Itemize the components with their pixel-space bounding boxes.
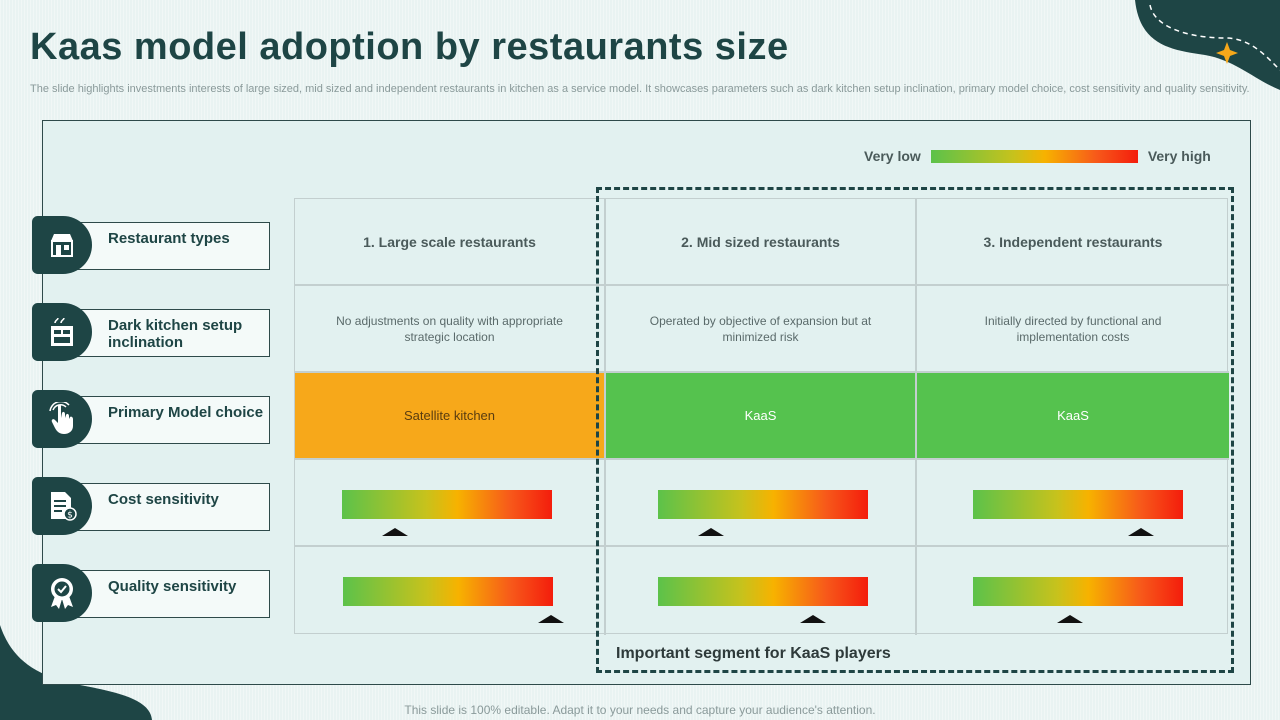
- row-label-text: Cost sensitivity: [108, 491, 219, 508]
- color-legend: Very low Very high: [864, 147, 1211, 165]
- row-label-text: Dark kitchen setup inclination: [108, 317, 243, 351]
- legend-gradient-bar: [930, 149, 1138, 163]
- legend-high-label: Very high: [1147, 148, 1211, 164]
- corner-decoration: [1135, 0, 1280, 90]
- kitchen-icon: [51, 317, 73, 346]
- row-label-quality-sensitivity: Quality sensitivity: [32, 564, 270, 626]
- cost-cell: [295, 460, 606, 547]
- row-label-text: Quality sensitivity: [108, 578, 237, 595]
- row-label-restaurant-types: Restaurant types: [32, 216, 270, 278]
- corner-decoration-bottom: [0, 625, 152, 720]
- svg-text:$: $: [67, 511, 73, 521]
- cost-level-marker: [381, 528, 408, 536]
- row-label-cost-sensitivity: $ Cost sensitivity: [32, 477, 270, 539]
- cost-level-marker: [1128, 528, 1154, 536]
- quality-level-marker: [537, 615, 564, 623]
- hand-touch-icon: [49, 402, 73, 434]
- quality-level-marker: [1056, 615, 1083, 623]
- model-cell: KaaS: [606, 373, 917, 460]
- column-header-mid: 2. Mid sized restaurants: [606, 199, 917, 286]
- legend-low-label: Very low: [864, 148, 921, 164]
- highlight-segment-label: Important segment for KaaS players: [616, 645, 891, 662]
- cost-gradient-bar: [342, 490, 552, 519]
- description-cell: Operated by objective of expansion but a…: [606, 286, 917, 373]
- cost-gradient-bar: [658, 490, 868, 519]
- cost-level-marker: [697, 528, 724, 536]
- quality-gradient-bar: [658, 577, 868, 606]
- quality-gradient-bar: [973, 577, 1183, 606]
- page-title: Kaas model adoption by restaurants size: [30, 26, 789, 68]
- quality-cell: [295, 547, 606, 635]
- sparkle-icon: [1216, 42, 1238, 64]
- quality-cell: [917, 547, 1229, 635]
- description-cell: Initially directed by functional and imp…: [917, 286, 1229, 373]
- storefront-icon: [51, 234, 73, 257]
- footer-note: This slide is 100% editable. Adapt it to…: [404, 703, 876, 717]
- row-label-text: Primary Model choice: [108, 404, 264, 421]
- row-label-primary-model: Primary Model choice: [32, 390, 270, 452]
- column-header-independent: 3. Independent restaurants: [917, 199, 1229, 286]
- row-label-text: Restaurant types: [108, 230, 230, 247]
- cost-cell: [917, 460, 1229, 547]
- quality-gradient-bar: [343, 577, 553, 606]
- cost-cell: [606, 460, 917, 547]
- description-cell: No adjustments on quality with appropria…: [295, 286, 606, 373]
- invoice-dollar-icon: $: [51, 492, 77, 521]
- model-cell: Satellite kitchen: [295, 373, 606, 460]
- cost-gradient-bar: [973, 490, 1183, 519]
- quality-cell: [606, 547, 917, 635]
- row-label-dark-kitchen: Dark kitchen setup inclination: [32, 303, 270, 365]
- quality-badge-icon: [51, 578, 73, 609]
- page-subtitle: The slide highlights investments interes…: [30, 83, 1250, 95]
- column-header-large: 1. Large scale restaurants: [295, 199, 606, 286]
- model-cell: KaaS: [917, 373, 1229, 460]
- comparison-table: 1. Large scale restaurants 2. Mid sized …: [294, 198, 1229, 635]
- quality-level-marker: [800, 615, 827, 623]
